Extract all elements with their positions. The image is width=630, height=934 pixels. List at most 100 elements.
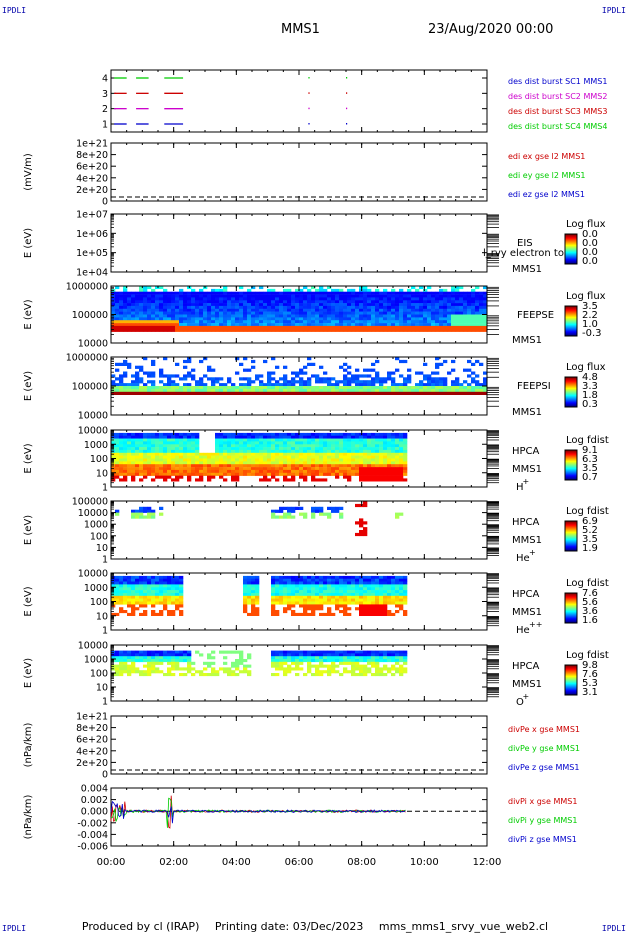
spectrogram-cell [335,311,340,315]
spectrogram-cell [263,386,268,390]
spectrogram-cell [415,303,420,307]
spectrogram-cell [307,441,312,445]
spectrogram-cell [259,452,264,456]
spectrogram-cell [195,441,200,445]
spectrogram-cell [295,581,300,585]
spectrogram-cell [299,575,304,579]
spectrogram-cell [327,578,332,582]
spectrogram-cell [271,308,276,312]
spectrogram-cell [267,303,272,307]
colorbar-swatch [565,386,577,388]
spectrogram-cell [239,320,244,324]
spectrogram-cell [359,458,364,462]
spectrogram-cell [215,294,220,298]
spectrogram-cell [287,449,292,453]
colorbar-frame [564,520,578,552]
spectrogram-cell [135,377,140,381]
spectrogram-cell [175,444,180,448]
spectrogram-cell [143,314,148,318]
colorbar-frame [564,305,578,337]
spectrogram-cell [327,467,332,471]
spectrogram-cell [143,458,148,462]
spectrogram-cell [231,478,236,482]
spectrogram-cell [215,317,220,321]
spectrogram-cell [207,469,212,473]
colorbar-swatch [565,469,577,471]
colorbar-swatch [565,250,577,252]
spectrogram-cell [343,452,348,456]
spectrogram-cell [291,612,296,616]
spectrogram-cell [215,288,220,292]
spectrogram-cell [155,469,160,473]
spectrogram-cell [343,328,348,332]
spectrogram-cell [231,311,236,315]
spectrogram-cell [235,317,240,321]
y-tick-label: 1000 [84,520,108,531]
spectrogram-cell [187,303,192,307]
spectrogram-cell [359,461,364,465]
spectrogram-cell [323,595,328,599]
spectrogram-cell [311,458,316,462]
spectrogram-cell [291,595,296,599]
spectrogram-cell [143,601,148,605]
spectrogram-cell [267,458,272,462]
spectrogram-cell [187,461,192,465]
spectrogram-cell [239,464,244,468]
corner-label-br: IPDLI [601,924,626,933]
spectrogram-cell [399,303,404,307]
spectrogram-cell [359,380,364,384]
spectrogram-cell [451,391,456,395]
spectrogram-cell [407,308,412,312]
spectrogram-cell [307,297,312,301]
spectrogram-cell [123,452,128,456]
spectrogram-cell [307,380,312,384]
spectrogram-cell [155,598,160,602]
spectrogram-cell [311,444,316,448]
spectrogram-cell [423,391,428,395]
spectrogram-cell [443,300,448,304]
spectrogram-cell [399,598,404,602]
spectrogram-cell [327,438,332,442]
spectrogram-cell [211,388,216,393]
spectrogram-cell [191,391,196,395]
spectrogram-cell [239,291,244,295]
spectrogram-cell [271,444,276,448]
spectrogram-cell [131,291,136,295]
spectrogram-cell [315,441,320,445]
spectrogram-cell [347,317,352,321]
spectrogram-cell [263,391,268,395]
spectrogram-cell [199,303,204,307]
spectrogram-cell [363,449,368,453]
spectrogram-cell [311,478,316,482]
spectrogram-cell [331,377,336,381]
spectrogram-cell [175,297,180,301]
spectrogram-cell [447,328,452,332]
spectrogram-cell [243,311,248,315]
spectrogram-cell [271,311,276,315]
spectrogram-cell [291,449,296,453]
spectrogram-cell [463,391,468,395]
spectrogram-cell [147,371,152,375]
spectrogram-cell [239,455,244,459]
spectrogram-cell [163,323,168,327]
spectrogram-cell [243,610,248,614]
spectrogram-cell [339,449,344,453]
spectrogram-cell [311,388,316,393]
spectrogram-cell [327,388,332,393]
spectrogram-cell [203,391,208,395]
spectrogram-cell [287,311,292,315]
spectrogram-cell [439,391,444,395]
spectrogram-cell [299,464,304,468]
spectrogram-cell [263,294,268,298]
spectrogram-cell [219,303,224,307]
spectrogram-cell [395,515,400,519]
spectrogram-cell [275,297,280,301]
spectrogram-cell [175,595,180,599]
spectrogram-cell [147,435,152,439]
spectrogram-cell [195,438,200,442]
spectrogram-cell [259,464,264,468]
spectrogram-cell [323,478,328,482]
spectrogram-cell [407,368,412,372]
spectrogram-cell [295,311,300,315]
spectrogram-cell [387,323,392,327]
